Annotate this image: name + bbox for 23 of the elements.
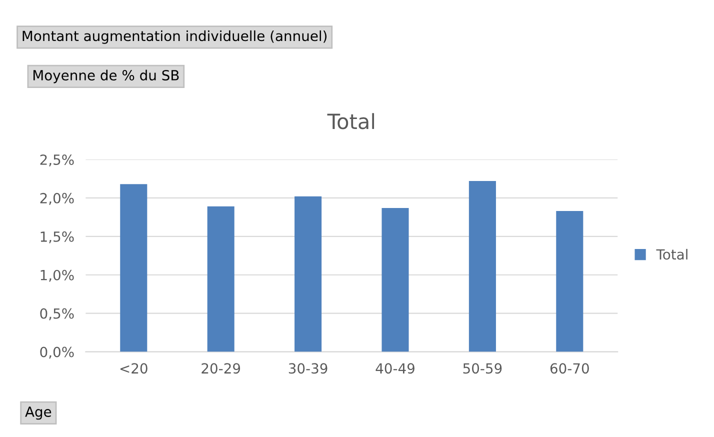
bar (468, 181, 496, 352)
x-tick-label: 30-39 (288, 363, 328, 374)
text: Montant augmentation individuelle (annuel) (22, 30, 327, 44)
x-tick-label: 20-29 (202, 363, 240, 374)
y-tick-label: 0,0% (40, 346, 74, 359)
x-tick-label: 40-49 (376, 363, 414, 374)
legend-label: Total (656, 248, 688, 260)
chart-title: Total (327, 113, 374, 130)
y-tick-label: 2,5% (40, 154, 74, 166)
text: Moyenne de % du SB (33, 70, 179, 84)
y-tick-label: 1,0% (40, 270, 74, 282)
x-tick-label: <20 (120, 363, 148, 374)
y-tick-label: 0,5% (40, 308, 74, 320)
x-tick-label: 50-59 (463, 363, 502, 374)
bar (382, 208, 409, 352)
bar (120, 184, 148, 352)
text: Age (25, 406, 52, 420)
x-tick-label: 60-70 (550, 363, 589, 374)
bar (207, 206, 234, 352)
y-tick-label: 1,5% (40, 231, 74, 244)
y-tick-label: 2,0% (40, 192, 74, 205)
bar (294, 196, 322, 352)
bar (556, 211, 584, 352)
